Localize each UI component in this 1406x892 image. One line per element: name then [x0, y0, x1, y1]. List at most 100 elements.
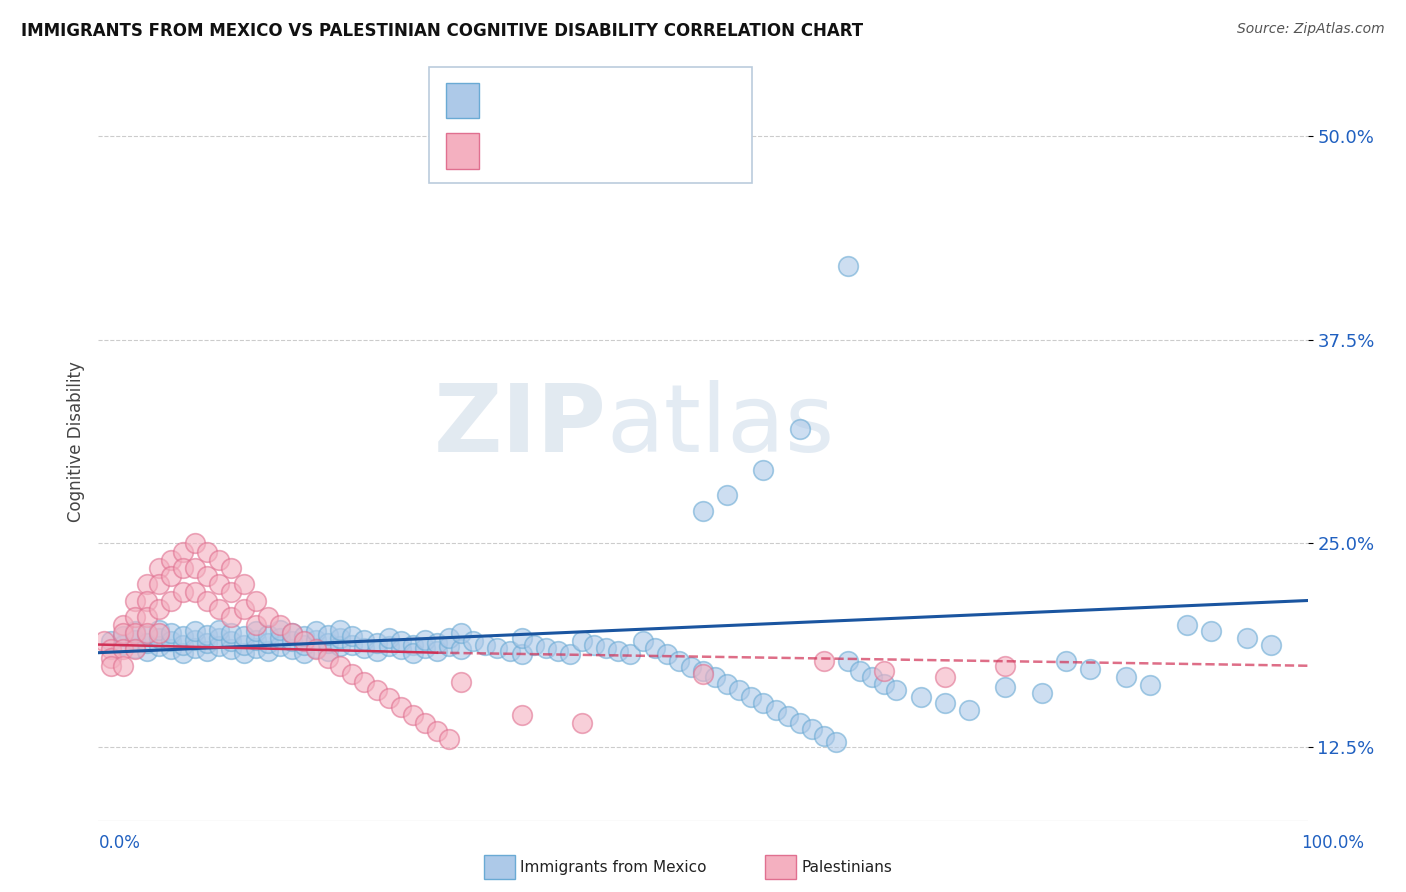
Point: [305, 632, 328, 647]
Point: [172, 544, 194, 558]
Point: [281, 626, 304, 640]
Point: [426, 644, 449, 658]
Point: [752, 696, 775, 710]
Point: [413, 715, 436, 730]
Point: [402, 638, 425, 652]
Point: [111, 629, 134, 643]
Point: [172, 585, 194, 599]
Point: [692, 666, 714, 681]
Point: [195, 628, 218, 642]
Point: [655, 648, 678, 662]
Text: 132: 132: [648, 92, 683, 110]
Point: [292, 634, 315, 648]
Point: [124, 642, 146, 657]
Y-axis label: Cognitive Disability: Cognitive Disability: [66, 361, 84, 522]
Point: [523, 638, 546, 652]
Point: [631, 634, 654, 648]
Point: [305, 640, 328, 655]
Point: [184, 585, 207, 599]
Point: [426, 636, 449, 650]
Point: [1199, 624, 1222, 639]
Point: [571, 634, 593, 648]
Text: R =: R =: [486, 92, 517, 110]
Point: [124, 593, 146, 607]
Point: [208, 631, 231, 645]
Point: [245, 624, 267, 639]
Point: [256, 610, 278, 624]
Point: [232, 629, 254, 643]
Point: [353, 640, 375, 655]
Point: [740, 690, 762, 704]
Point: [195, 644, 218, 658]
Point: [413, 640, 436, 655]
Point: [172, 629, 194, 643]
Point: [195, 593, 218, 607]
Point: [184, 640, 207, 655]
Point: [316, 636, 339, 650]
Text: IMMIGRANTS FROM MEXICO VS PALESTINIAN COGNITIVE DISABILITY CORRELATION CHART: IMMIGRANTS FROM MEXICO VS PALESTINIAN CO…: [21, 22, 863, 40]
Point: [353, 675, 375, 690]
Point: [679, 660, 702, 674]
Point: [208, 639, 231, 653]
Text: atlas: atlas: [606, 380, 835, 473]
Point: [377, 631, 399, 645]
Point: [450, 626, 472, 640]
Point: [837, 259, 859, 273]
Point: [450, 675, 472, 690]
Point: [135, 644, 157, 658]
Point: [208, 577, 231, 591]
Point: [184, 561, 207, 575]
Point: [813, 729, 835, 743]
Point: [232, 646, 254, 660]
Point: [377, 691, 399, 706]
Point: [160, 553, 183, 567]
Point: [704, 670, 727, 684]
Point: [1139, 678, 1161, 692]
Point: [329, 623, 352, 637]
Text: R =: R =: [486, 142, 517, 160]
Point: [292, 646, 315, 660]
Point: [498, 644, 520, 658]
Point: [172, 561, 194, 575]
Point: [644, 640, 666, 655]
Point: [100, 650, 122, 665]
Text: Palestinians: Palestinians: [801, 860, 893, 874]
Point: [160, 626, 183, 640]
Point: [148, 623, 170, 637]
Text: 66: 66: [648, 142, 671, 160]
Point: [342, 629, 364, 643]
Point: [510, 648, 533, 662]
Point: [1236, 631, 1258, 645]
Text: 100.0%: 100.0%: [1301, 834, 1364, 852]
Point: [256, 644, 278, 658]
Point: [111, 618, 134, 632]
Point: [221, 561, 243, 575]
Point: [402, 646, 425, 660]
Point: [111, 658, 134, 673]
Point: [184, 624, 207, 639]
Point: [728, 683, 751, 698]
Point: [329, 658, 352, 673]
Point: [269, 639, 291, 653]
Point: [389, 634, 412, 648]
Point: [172, 638, 194, 652]
Point: [716, 676, 738, 690]
Point: [800, 723, 823, 737]
Point: [221, 642, 243, 657]
Point: [342, 666, 364, 681]
Point: [232, 638, 254, 652]
Point: [281, 634, 304, 648]
Point: [1031, 686, 1053, 700]
Point: [571, 715, 593, 730]
Point: [437, 631, 460, 645]
Point: [547, 644, 569, 658]
Point: [353, 632, 375, 647]
Point: [160, 642, 183, 657]
Point: [245, 640, 267, 655]
Point: [292, 629, 315, 643]
Point: [1260, 638, 1282, 652]
Point: [1115, 670, 1137, 684]
Point: [245, 593, 267, 607]
Point: [221, 610, 243, 624]
Point: [184, 536, 207, 550]
